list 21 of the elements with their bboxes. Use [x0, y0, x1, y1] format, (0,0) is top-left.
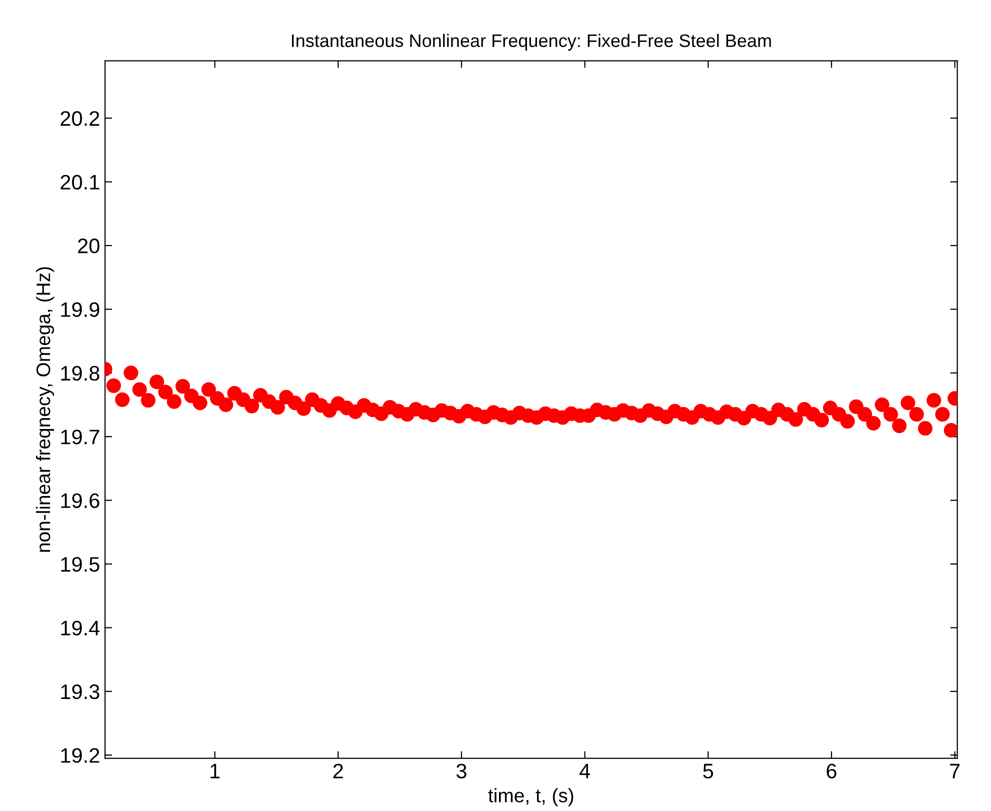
- y-tick-label: 20.2: [60, 111, 100, 126]
- x-tick-label: 2: [333, 764, 343, 778]
- y-tick-label: 19.7: [61, 430, 100, 444]
- y-tick-label: 20.1: [60, 174, 100, 190]
- x-tick-label: 3: [456, 764, 466, 778]
- y-tick-label: 19.8: [61, 366, 100, 381]
- y-axis-title: non-linear freqnecy, Omega, (Hz): [36, 267, 54, 552]
- y-tick-label: 19.2: [61, 748, 100, 763]
- y-tick-label: 19.4: [61, 620, 100, 636]
- x-tick-label: 6: [826, 764, 836, 778]
- x-axis-title: time, t, (s): [488, 788, 574, 806]
- x-tick-label: 4: [580, 764, 590, 778]
- y-tick-label: 20: [78, 238, 100, 254]
- x-tick-label: 5: [703, 764, 714, 778]
- y-tick-label: 19.9: [61, 302, 100, 317]
- y-tick-label: 19.3: [61, 684, 100, 700]
- x-tick-label: 7: [950, 764, 960, 778]
- y-tick-label: 19.5: [61, 557, 100, 572]
- chart-title: Instantaneous Nonlinear Frequency: Fixed-Free Steel Beam: [292, 34, 771, 51]
- y-tick-label: 19.6: [61, 493, 100, 508]
- x-tick-label: 1: [210, 764, 220, 778]
